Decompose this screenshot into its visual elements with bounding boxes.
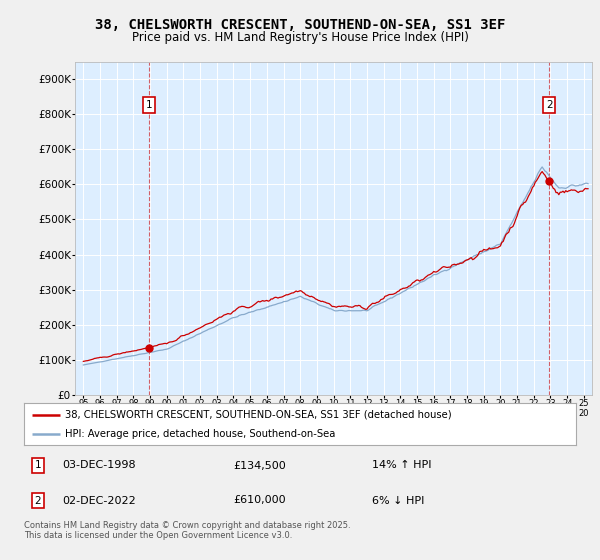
Text: Price paid vs. HM Land Registry's House Price Index (HPI): Price paid vs. HM Land Registry's House … bbox=[131, 31, 469, 44]
Text: 03-DEC-1998: 03-DEC-1998 bbox=[62, 460, 136, 470]
Text: 1: 1 bbox=[145, 100, 152, 110]
Text: 2: 2 bbox=[546, 100, 553, 110]
Text: 6% ↓ HPI: 6% ↓ HPI bbox=[372, 496, 424, 506]
Text: Contains HM Land Registry data © Crown copyright and database right 2025.
This d: Contains HM Land Registry data © Crown c… bbox=[24, 521, 350, 540]
Text: £610,000: £610,000 bbox=[234, 496, 286, 506]
Text: 2: 2 bbox=[34, 496, 41, 506]
Text: HPI: Average price, detached house, Southend-on-Sea: HPI: Average price, detached house, Sout… bbox=[65, 429, 336, 439]
Text: £134,500: £134,500 bbox=[234, 460, 287, 470]
Text: 14% ↑ HPI: 14% ↑ HPI bbox=[372, 460, 431, 470]
Text: 38, CHELSWORTH CRESCENT, SOUTHEND-ON-SEA, SS1 3EF (detached house): 38, CHELSWORTH CRESCENT, SOUTHEND-ON-SEA… bbox=[65, 409, 452, 419]
Text: 38, CHELSWORTH CRESCENT, SOUTHEND-ON-SEA, SS1 3EF: 38, CHELSWORTH CRESCENT, SOUTHEND-ON-SEA… bbox=[95, 18, 505, 32]
Text: 1: 1 bbox=[34, 460, 41, 470]
Text: 02-DEC-2022: 02-DEC-2022 bbox=[62, 496, 136, 506]
